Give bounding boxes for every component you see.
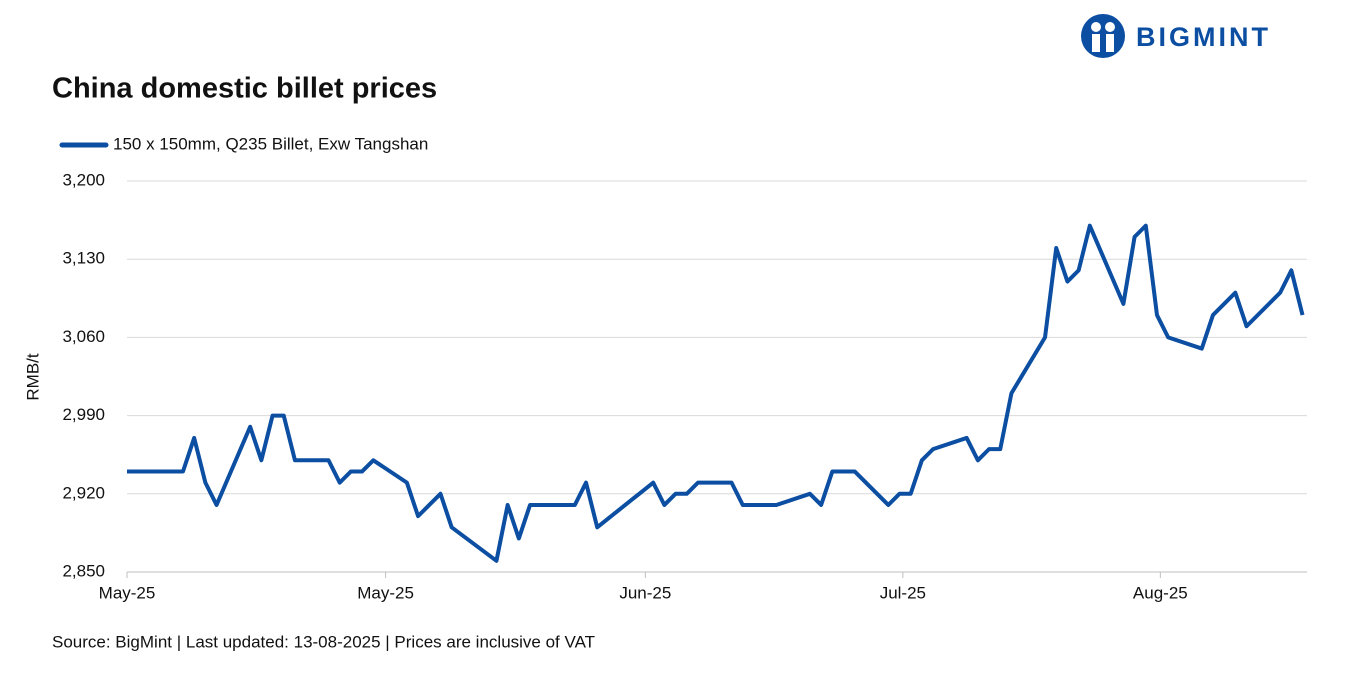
x-tick-label: Jun-25: [619, 583, 671, 602]
y-tick-label: 3,060: [62, 327, 105, 346]
y-tick-label: 2,850: [62, 561, 105, 580]
y-tick-label: 3,130: [62, 249, 105, 268]
x-tick-label: Jul-25: [880, 583, 926, 602]
y-tick-label: 3,200: [62, 170, 105, 189]
x-tick-label: May-25: [99, 583, 156, 602]
logo: BIGMINT: [1081, 14, 1271, 58]
x-tick-label: May-25: [357, 583, 414, 602]
y-tick-label: 2,990: [62, 405, 105, 424]
legend-label: 150 x 150mm, Q235 Billet, Exw Tangshan: [113, 134, 428, 153]
y-axis-title: RMB/t: [23, 353, 42, 401]
x-tick-label: Aug-25: [1133, 583, 1188, 602]
y-tick-label: 2,920: [62, 483, 105, 502]
brand: BIGMINT: [1136, 22, 1271, 52]
logo-icon: [1081, 14, 1125, 58]
source-note: Source: BigMint | Last updated: 13-08-20…: [52, 632, 595, 651]
chart-title: China domestic billet prices: [52, 73, 437, 105]
price-line: [127, 223, 1305, 563]
